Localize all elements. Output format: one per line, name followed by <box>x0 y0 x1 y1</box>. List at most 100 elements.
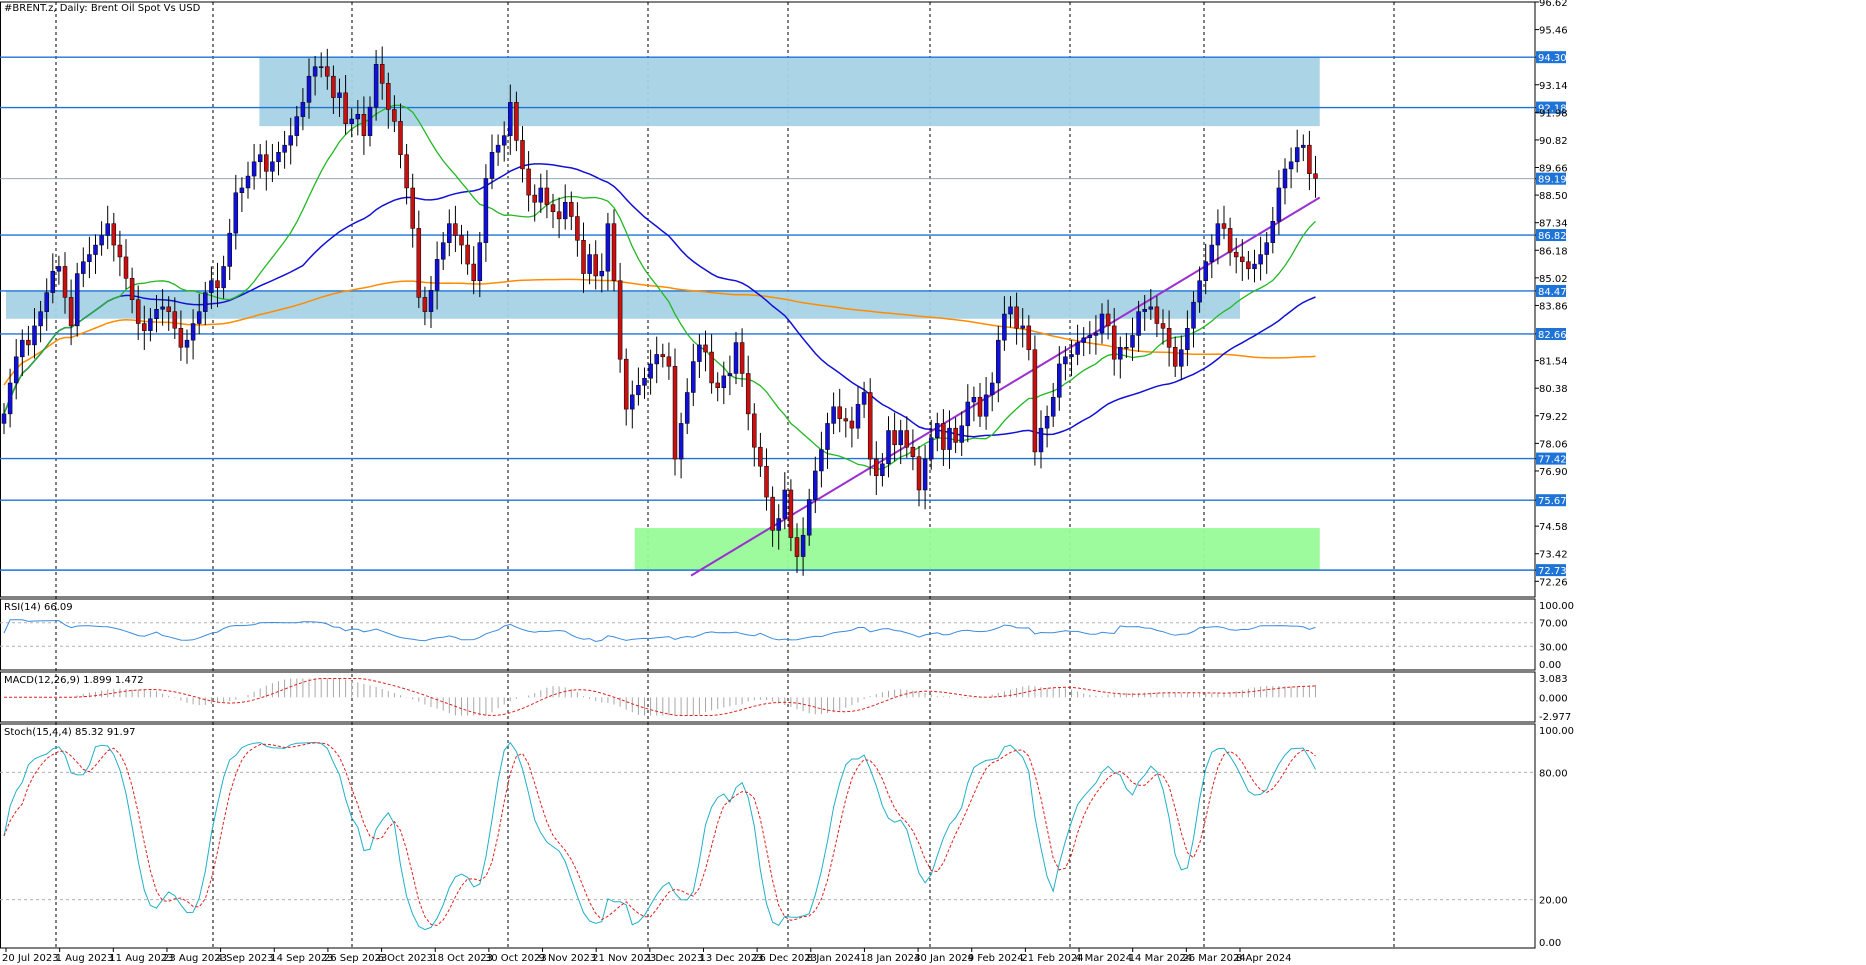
candle <box>532 194 537 203</box>
price-tick-label: 91.98 <box>1539 108 1568 119</box>
price-tick-label: 96.62 <box>1539 0 1568 9</box>
candle <box>739 342 745 374</box>
candle <box>788 489 794 538</box>
date-tick-label: 18 Oct 2023 <box>431 953 493 964</box>
candle <box>105 223 110 236</box>
candle <box>636 385 641 396</box>
ma-mid-line <box>3 163 1316 438</box>
candle <box>264 154 269 172</box>
candle <box>416 228 422 298</box>
candle <box>880 463 885 476</box>
candle <box>654 354 659 365</box>
candle <box>81 261 86 274</box>
candle <box>312 66 318 77</box>
candle <box>1258 254 1263 265</box>
stoch-main-line <box>3 741 1316 931</box>
candle <box>428 289 434 312</box>
candle <box>1294 147 1300 163</box>
candle <box>758 446 763 467</box>
price-tag <box>1536 452 1566 465</box>
candle <box>1136 311 1141 336</box>
candle <box>1099 313 1105 334</box>
candle <box>874 458 879 476</box>
candle <box>74 273 80 327</box>
price-tag <box>1536 564 1566 577</box>
candle <box>593 254 598 277</box>
candle <box>971 396 977 403</box>
candle <box>32 325 37 346</box>
candle <box>733 342 739 374</box>
candle <box>715 382 720 388</box>
candle <box>935 423 940 438</box>
candle <box>514 102 519 141</box>
date-tick-label: 23 Aug 2023 <box>163 953 227 964</box>
price-tag <box>1536 172 1566 185</box>
trendline <box>690 196 1321 577</box>
candle <box>569 201 574 217</box>
price-tag <box>1536 494 1566 507</box>
candle <box>672 366 678 460</box>
candle <box>965 401 971 427</box>
indicator-tick-label: 3.083 <box>1539 674 1568 685</box>
candle <box>325 66 330 77</box>
candle <box>398 121 403 155</box>
candle <box>111 223 117 246</box>
candle <box>550 204 556 212</box>
macd-panel-border <box>0 671 1536 723</box>
candle <box>1057 363 1062 398</box>
price-tick-label: 90.82 <box>1539 136 1568 147</box>
candle <box>831 406 836 424</box>
candle <box>142 323 147 331</box>
candle <box>459 235 464 246</box>
price-tag <box>1536 229 1566 242</box>
macd-panel: MACD(12,26,9) 1.899 1.472 <box>0 671 1536 723</box>
price-tick-label: 78.06 <box>1539 439 1568 450</box>
candle <box>867 392 873 460</box>
candle <box>678 423 684 460</box>
candle <box>1 413 7 424</box>
price-tick-label: 76.90 <box>1539 467 1568 478</box>
candle <box>196 311 202 324</box>
candle <box>379 64 385 84</box>
candle <box>26 339 31 346</box>
indicator-tick-label: 30.00 <box>1539 642 1568 653</box>
candle <box>1227 228 1233 253</box>
candle <box>160 306 165 310</box>
candle <box>605 223 611 272</box>
candle <box>983 394 989 417</box>
candle <box>691 361 696 393</box>
date-tick-label: 20 Jul 2023 <box>2 953 59 964</box>
price-tick-label: 89.66 <box>1539 164 1568 175</box>
candle <box>288 135 293 146</box>
date-tick-label: 21 Nov 2023 <box>592 953 656 964</box>
candle <box>56 266 62 272</box>
candle <box>1191 301 1196 329</box>
candle <box>1008 306 1013 315</box>
candle <box>447 223 452 243</box>
candle <box>813 470 818 500</box>
indicator-tick-label: 80.00 <box>1539 768 1568 779</box>
candle <box>7 382 13 415</box>
candle <box>1124 347 1129 349</box>
price-tag <box>1536 101 1566 114</box>
date-tick-label: 9 Feb 2024 <box>968 953 1024 964</box>
date-tick-label: 6 Oct 2023 <box>378 953 433 964</box>
candle <box>318 66 324 68</box>
date-tick-label: 1 Dec 2023 <box>646 953 704 964</box>
price-tag-label: 82.66 <box>1538 330 1567 341</box>
candle <box>1002 313 1007 341</box>
candle <box>38 311 43 327</box>
candle <box>709 351 714 384</box>
candle <box>20 339 25 358</box>
candle <box>1044 416 1050 429</box>
candle <box>623 358 629 410</box>
candle <box>270 161 275 172</box>
candle <box>556 211 562 220</box>
candle <box>343 92 348 125</box>
candle <box>13 356 19 384</box>
date-tick-label: 26 Dec 2023 <box>753 953 817 964</box>
candle <box>422 297 428 312</box>
price-tick-label: 87.34 <box>1539 219 1568 230</box>
candle <box>916 456 922 491</box>
